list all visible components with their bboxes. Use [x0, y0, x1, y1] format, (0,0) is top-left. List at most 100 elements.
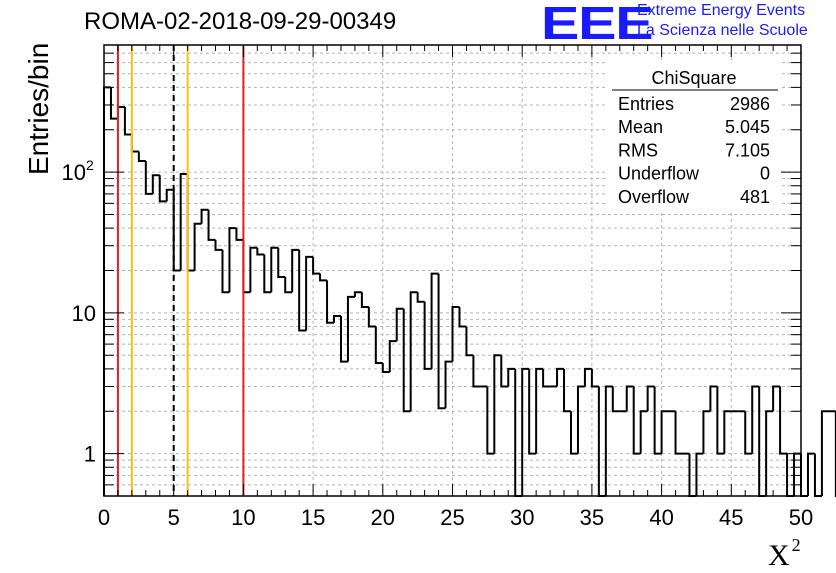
histogram-bin	[160, 175, 167, 201]
histogram-bin	[801, 454, 808, 496]
x-tick-label: 50	[789, 505, 813, 530]
histogram-bin	[662, 411, 669, 453]
histogram-bin	[348, 297, 355, 362]
x-tick-label: 30	[510, 505, 534, 530]
histogram-bin	[606, 386, 613, 496]
histogram-bin	[132, 135, 139, 152]
histogram-bin	[425, 302, 432, 369]
histogram-bin	[571, 411, 578, 453]
x-tick-label: 10	[231, 505, 255, 530]
histogram-bin	[599, 386, 606, 496]
x-tick-label: 5	[168, 505, 180, 530]
chart-title: ROMA-02-2018-09-29-00349	[84, 8, 396, 36]
histogram-bin	[466, 327, 473, 356]
stats-value: 7.105	[725, 140, 770, 160]
histogram-bin	[515, 369, 522, 496]
histogram-bin	[285, 277, 292, 292]
stats-label: RMS	[618, 140, 658, 160]
histogram-bin	[459, 307, 466, 326]
y-axis-label: Entries/bin	[23, 45, 55, 175]
histogram-bin	[648, 386, 655, 411]
histogram-bin	[139, 152, 146, 161]
histogram-bin	[717, 386, 724, 453]
histogram-bin	[278, 248, 285, 277]
stats-value: 5.045	[725, 117, 770, 137]
histogram-bin	[243, 240, 250, 292]
stats-value: 0	[760, 164, 770, 184]
histogram-bin	[299, 250, 306, 331]
histogram-bin	[118, 107, 125, 119]
histogram-bin	[167, 190, 174, 202]
histogram-bin	[578, 386, 585, 453]
histogram-bin	[501, 355, 508, 386]
histogram-bin	[257, 248, 264, 255]
histogram-bin	[174, 190, 181, 271]
histogram-bin	[390, 341, 397, 372]
histogram-bin	[557, 369, 564, 387]
histogram-bin	[585, 369, 592, 387]
y-tick-label: 10	[62, 160, 86, 185]
histogram-bin	[188, 174, 195, 271]
stats-label: Overflow	[618, 187, 690, 207]
histogram-bin	[104, 87, 111, 496]
stats-value: 2986	[730, 94, 770, 114]
histogram-bin	[264, 254, 271, 292]
histogram-bin	[153, 175, 160, 194]
histogram-bin	[745, 411, 752, 453]
histogram-bin	[641, 411, 648, 453]
histogram-bin	[125, 107, 132, 134]
histogram-bin	[752, 386, 759, 453]
histogram-bin	[822, 411, 829, 496]
histogram-bin	[236, 228, 243, 240]
histogram-bin	[487, 386, 494, 453]
histogram-bin	[543, 369, 550, 387]
histogram-bin	[327, 280, 334, 322]
histogram-bin	[404, 309, 411, 412]
histogram-bin	[473, 355, 480, 386]
histogram-bin	[418, 292, 425, 301]
histogram-bin	[383, 363, 390, 372]
histogram-bin	[564, 369, 571, 411]
histogram-bin	[432, 274, 439, 369]
stats-value: 481	[740, 187, 770, 207]
x-tick-label: 45	[719, 505, 743, 530]
x-tick-label: 0	[98, 505, 110, 530]
stats-label: Underflow	[618, 164, 700, 184]
y-tick-label-exponent: 2	[86, 157, 94, 173]
x-tick-label: 20	[371, 505, 395, 530]
histogram-bin	[355, 292, 362, 297]
histogram-bin	[634, 386, 641, 453]
eee-logo: EEE	[541, 0, 652, 46]
histogram-bin	[676, 411, 683, 453]
histogram-bin	[362, 292, 369, 307]
histogram-bin	[703, 411, 710, 453]
y-tick-label: 10	[72, 301, 96, 326]
x-tick-label: 40	[649, 505, 673, 530]
histogram-bin	[627, 386, 634, 411]
histogram-bin	[111, 87, 118, 118]
histogram-bin	[710, 386, 717, 411]
histogram-bin	[313, 257, 320, 274]
logo-subtitle-line2: La Scienza nelle Scuole	[637, 22, 808, 40]
histogram-bin	[780, 386, 787, 453]
histogram-bin	[655, 386, 662, 453]
histogram-bin	[759, 386, 766, 496]
histogram-bin	[376, 327, 383, 364]
y-tick-label: 1	[84, 442, 96, 467]
histogram-bin	[522, 369, 529, 496]
histogram-bin	[181, 174, 188, 271]
logo-subtitle-line1: Extreme Energy Events	[637, 2, 805, 20]
histogram-bin	[508, 369, 515, 387]
histogram-bin	[411, 292, 418, 411]
histogram-bin	[202, 210, 209, 224]
histogram-bin	[195, 224, 202, 271]
histogram-bin	[808, 454, 815, 496]
histogram-bin	[146, 161, 153, 194]
stats-box-title: ChiSquare	[651, 68, 736, 88]
x-tick-label: 25	[440, 505, 464, 530]
histogram-bin	[773, 386, 780, 411]
stats-label: Mean	[618, 117, 663, 137]
